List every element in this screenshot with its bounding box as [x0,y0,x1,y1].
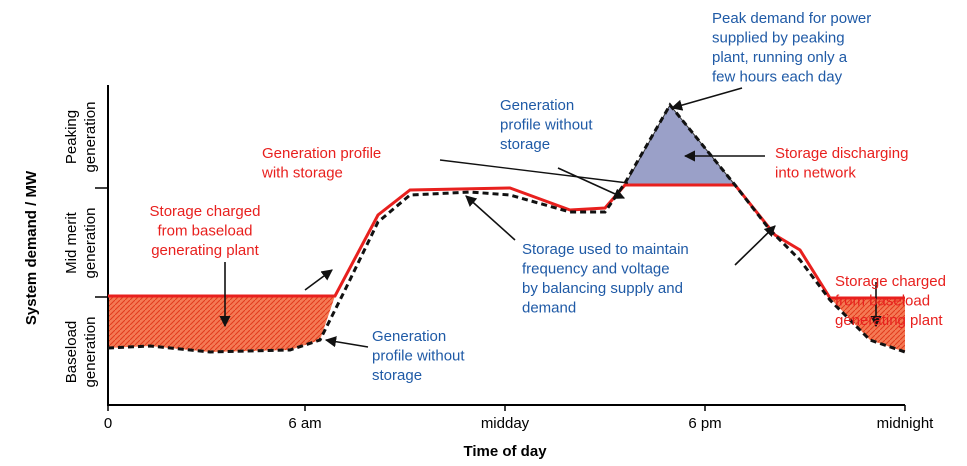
annotation: Generation [500,97,574,114]
profile-without-storage [107,102,906,354]
arrows [219,87,882,348]
annotation: Storage charged [150,203,261,220]
x-axis-label: Time of day [463,443,547,460]
annotation: Storage discharging [775,145,908,162]
annotation: plant, running only a [712,49,848,66]
x-ticks [107,405,906,411]
annotation: supplied by peaking [712,30,845,47]
annotation: frequency and voltage [522,261,670,278]
annotation: storage [500,136,550,153]
annotation: Peak demand for power [712,10,871,27]
x-tick-label: midnight [877,415,935,432]
annotation: Storage used to maintain [522,241,689,258]
annotation: demand [522,300,576,317]
x-tick-label: midday [481,415,530,432]
band-label: generation [82,102,99,173]
band-label: Baseload [63,321,80,384]
annotation: Generation profile [262,145,381,162]
band-label: Mid merit [63,211,80,274]
charge-area-left [108,296,335,352]
annotation: storage [372,367,422,384]
annotation: by balancing supply and [522,280,683,297]
annotation: into network [775,165,856,182]
profile-with-storage [108,183,905,300]
charge-area-right [830,298,905,352]
annotation: profile without [500,117,593,134]
annotation: from baseload [157,223,252,240]
annotation: Storage charged [835,273,946,290]
band-label: generation [82,208,99,279]
annotation: with storage [261,165,343,182]
x-tick-label: 6 pm [688,415,721,432]
y-axis-label: System demand / MW [23,170,40,325]
band-dividers [95,187,108,298]
annotation: generating plant [151,242,259,259]
band-label: Peaking [63,110,80,164]
band-label: generation [82,317,99,388]
annotation: few hours each day [712,69,843,86]
annotation: from baseload [835,293,930,310]
x-tick-label: 6 am [288,415,321,432]
annotation: generating plant [835,312,943,329]
annotation: Generation [372,328,446,345]
x-tick-label: 0 [104,415,112,432]
annotation: profile without [372,348,465,365]
